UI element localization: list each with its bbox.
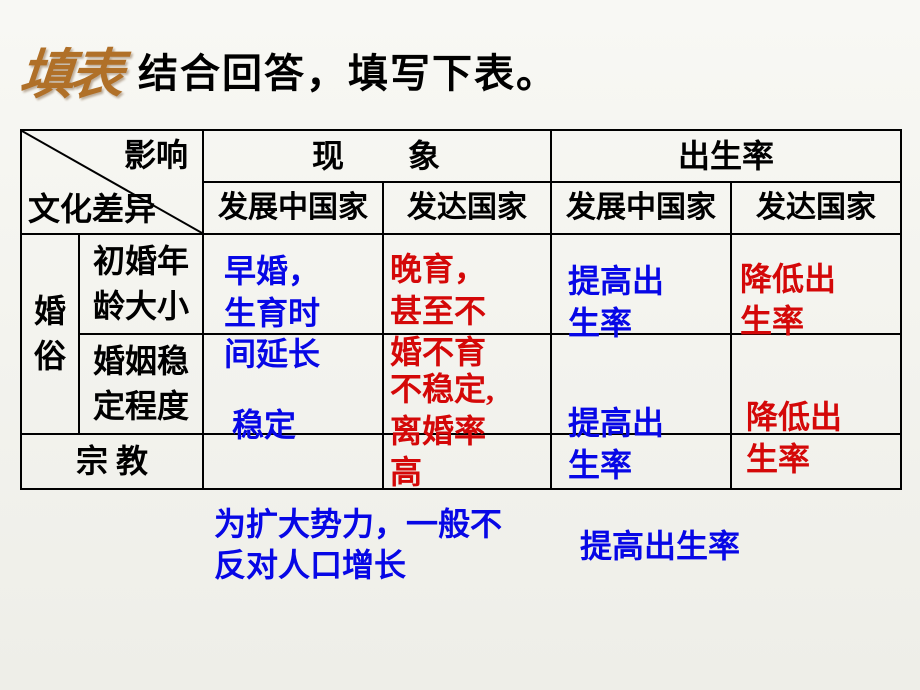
answer-2-4: 降低出 生率 [746, 397, 842, 480]
answer-1-3: 提高出 生率 [568, 261, 664, 344]
col-header-birthrate: 出生率 [551, 130, 901, 182]
col-header-phenomenon: 现 象 [203, 130, 551, 182]
col-header-developed-1: 发达国家 [383, 182, 551, 234]
table-container: 影响 文化差异 现 象 出生率 发展中国家 发达国家 发展中国家 发达国家 婚 … [20, 129, 900, 490]
row-group-marriage: 婚 俗 [21, 234, 79, 434]
row-religion: 宗 教 [21, 434, 203, 489]
answer-1-4: 降低出 生率 [740, 259, 836, 342]
col-header-developing-2: 发展中国家 [551, 182, 731, 234]
col-header-developed-2: 发达国家 [731, 182, 901, 234]
footer-answers: 为扩大势力，一般不 反对人口增长 提高出生率 [20, 500, 900, 620]
answer-2-1: 稳定 [232, 405, 296, 447]
answer-3-right: 提高出生率 [580, 526, 740, 568]
row-first-marriage: 初婚年龄大小 [79, 234, 203, 334]
title-row: 填表 结合回答，填写下表。 [0, 0, 920, 129]
table-row: 影响 文化差异 现 象 出生率 [21, 130, 901, 182]
row-stability: 婚姻稳定程度 [79, 334, 203, 434]
page-title: 结合回答，填写下表。 [138, 41, 558, 99]
answer-2-2: 不稳定, 离婚率 高 [390, 369, 494, 494]
answer-3-left: 为扩大势力，一般不 反对人口增长 [214, 504, 502, 587]
col-header-developing-1: 发展中国家 [203, 182, 383, 234]
diag-bottom-label: 文化差异 [28, 189, 156, 229]
answer-2-3: 提高出 生率 [568, 403, 664, 486]
answer-1-1: 早婚， 生育时 间延长 [224, 251, 320, 376]
calligraphy-label: 填表 [17, 30, 124, 109]
diag-top-label: 影响 [124, 135, 188, 175]
answer-1-2: 晚育， 甚至不 婚不育 [390, 249, 486, 374]
diagonal-header-cell: 影响 文化差异 [21, 130, 203, 234]
